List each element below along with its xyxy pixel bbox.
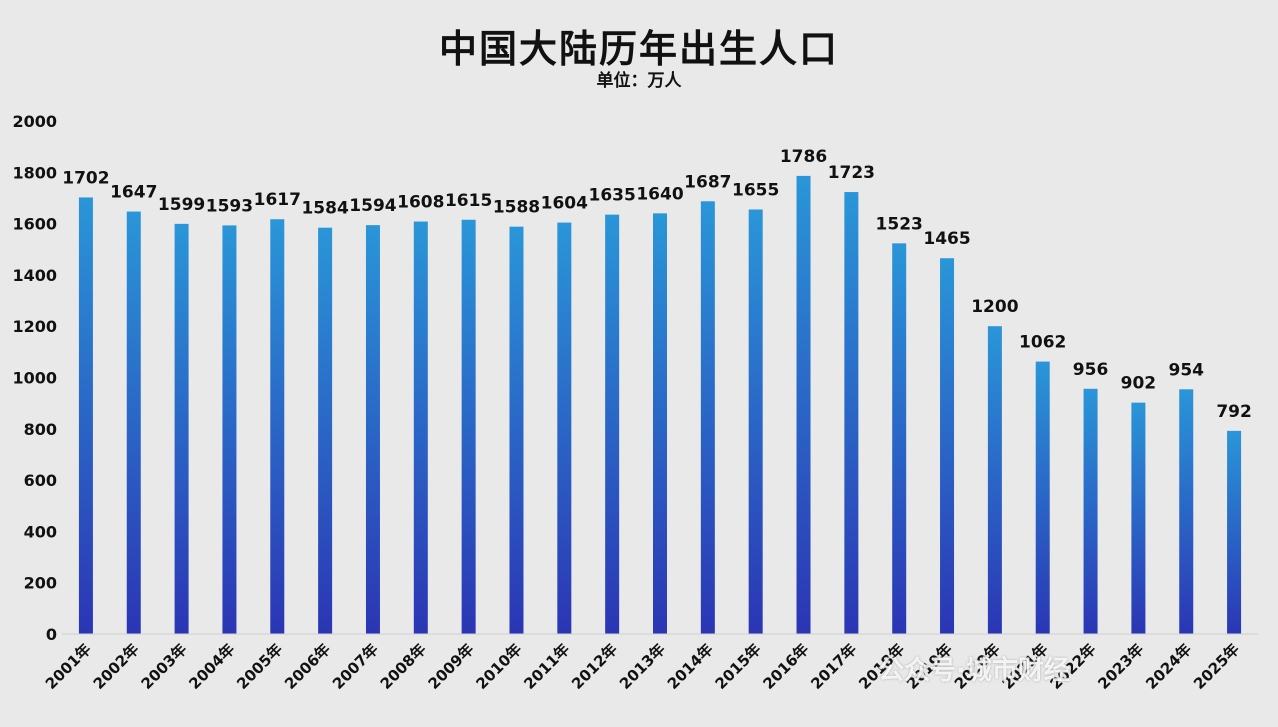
watermark: 公众号·城市财经	[878, 656, 1070, 686]
x-tick-label: 2016年	[759, 640, 812, 693]
bar	[1179, 389, 1194, 634]
bar	[1083, 388, 1098, 634]
x-tick-label: 2005年	[233, 640, 286, 693]
bar	[700, 201, 715, 635]
bar	[126, 211, 141, 634]
bar	[940, 258, 955, 634]
y-tick-label: 1400	[12, 266, 57, 285]
bar	[844, 192, 859, 634]
data-label: 902	[1121, 374, 1157, 394]
x-tick-label: 2015年	[712, 640, 765, 693]
x-tick-label: 2013年	[616, 640, 669, 693]
x-tick-label: 2023年	[1094, 640, 1147, 693]
y-axis: 0 200 400 600 800 1000 1200 1400 1600 1800 2000	[12, 112, 57, 644]
data-label: 1617	[254, 190, 301, 210]
bar	[1131, 402, 1146, 634]
chart-subtitle: 单位：万人	[596, 71, 682, 91]
y-tick-label: 200	[24, 574, 57, 593]
bar	[174, 223, 189, 634]
data-label: 1723	[828, 163, 875, 183]
bar	[653, 213, 667, 634]
data-label: 1599	[158, 195, 205, 215]
data-label: 1786	[780, 147, 827, 167]
data-label: 1062	[1019, 333, 1066, 353]
data-label: 1702	[62, 168, 109, 188]
bar	[1227, 430, 1242, 634]
y-tick-label: 0	[46, 625, 57, 644]
y-tick-label: 1000	[12, 369, 57, 388]
bar	[78, 197, 93, 634]
x-tick-label: 2010年	[472, 640, 525, 693]
x-tick-label: 2025年	[1190, 640, 1243, 693]
data-label: 1593	[206, 196, 253, 216]
x-axis: 2001年2002年2003年2004年2005年2006年2007年2008年…	[42, 633, 1258, 693]
data-label: 1523	[876, 214, 923, 234]
bar	[461, 219, 476, 634]
x-tick-label: 2007年	[329, 640, 382, 693]
bar	[365, 225, 380, 635]
bar	[987, 326, 1002, 634]
data-label: 1465	[923, 229, 970, 249]
data-label: 1687	[684, 172, 731, 192]
data-label: 1635	[588, 186, 635, 206]
bar	[605, 214, 620, 634]
data-label: 792	[1216, 402, 1252, 422]
data-label: 1594	[349, 196, 396, 216]
y-tick-label: 1800	[12, 163, 57, 182]
x-tick-label: 2003年	[138, 640, 191, 693]
y-tick-label: 600	[24, 471, 57, 490]
bar	[509, 226, 524, 635]
x-tick-label: 2009年	[425, 640, 478, 693]
chart-title: 中国大陆历年出生人口	[438, 27, 839, 71]
data-label: 1655	[732, 180, 779, 200]
x-tick-label: 2024年	[1142, 640, 1195, 693]
bar	[892, 243, 907, 634]
data-label: 1200	[971, 297, 1018, 317]
x-tick-label: 2006年	[281, 640, 334, 693]
y-tick-label: 400	[24, 522, 57, 541]
x-tick-label: 2008年	[377, 640, 430, 693]
x-tick-label: 2002年	[90, 640, 143, 693]
data-label: 1588	[493, 198, 540, 218]
x-tick-label: 2014年	[664, 640, 717, 693]
bar	[748, 209, 763, 634]
x-tick-label: 2012年	[568, 640, 621, 693]
data-label: 1615	[445, 191, 492, 211]
x-tick-label: 2011年	[520, 640, 573, 693]
x-tick-label: 2017年	[807, 640, 860, 693]
data-label: 956	[1073, 360, 1109, 380]
data-label: 1647	[110, 183, 157, 203]
y-tick-label: 1600	[12, 215, 57, 234]
x-tick-label: 2001年	[42, 640, 95, 693]
data-label: 1608	[397, 193, 444, 213]
y-tick-label: 2000	[12, 112, 57, 131]
data-label: 1640	[636, 184, 683, 204]
data-label: 1604	[541, 194, 588, 214]
data-label: 954	[1168, 360, 1204, 380]
bar	[413, 221, 428, 634]
bar	[222, 225, 237, 634]
bar	[1035, 361, 1050, 634]
data-label: 1584	[301, 199, 348, 219]
bar	[796, 175, 811, 635]
y-tick-label: 1200	[12, 317, 57, 336]
bar	[270, 219, 285, 634]
bar	[318, 227, 333, 635]
x-tick-label: 2004年	[185, 640, 238, 693]
y-tick-label: 800	[24, 420, 57, 439]
bar	[557, 222, 572, 634]
